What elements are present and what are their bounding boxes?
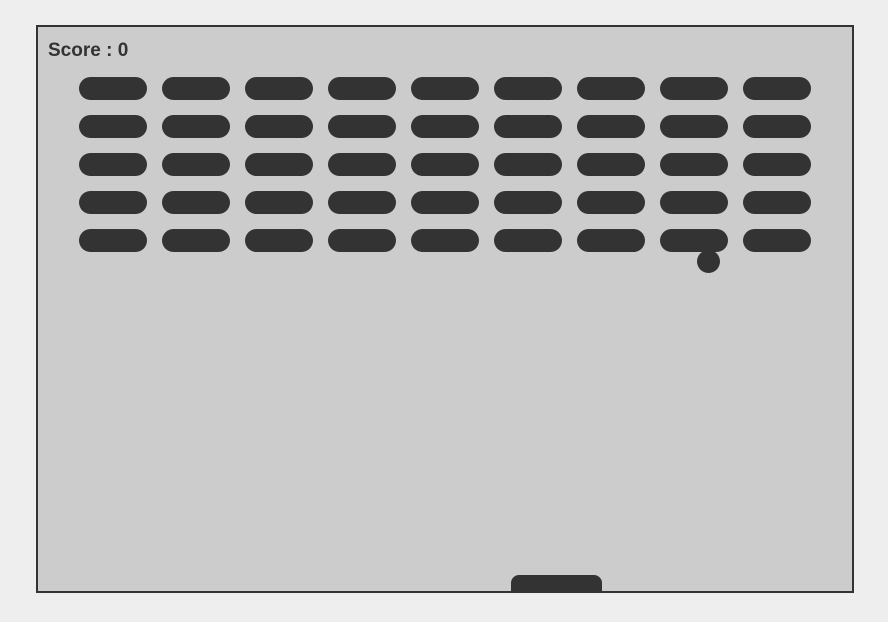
brick [660,115,728,138]
brick [660,153,728,176]
brick [79,191,147,214]
brick [743,115,811,138]
score-value: 0 [117,40,129,61]
brick [411,229,479,252]
brick [79,153,147,176]
score-separator: : [100,40,118,61]
brick-row [79,229,811,252]
brick [162,153,230,176]
brick [743,77,811,100]
brick [411,153,479,176]
brick [494,115,562,138]
brick [162,115,230,138]
brick-row [79,191,811,214]
brick [79,115,147,138]
brick [660,191,728,214]
brick [245,115,313,138]
brick-row [79,153,811,176]
score-label: Score [48,40,101,61]
brick [494,153,562,176]
brick [328,115,396,138]
brick [577,153,645,176]
brick-row [79,115,811,138]
brick [245,77,313,100]
brick-grid [79,77,811,267]
brick-row [79,77,811,100]
brick [162,229,230,252]
brick [660,77,728,100]
brick [411,77,479,100]
brick [328,153,396,176]
brick [660,229,728,252]
brick [411,115,479,138]
game-board[interactable]: Score : 0 [36,25,854,593]
brick [577,229,645,252]
brick [494,77,562,100]
brick [245,229,313,252]
brick [328,191,396,214]
brick [577,115,645,138]
brick [79,229,147,252]
paddle[interactable] [511,575,602,591]
brick [245,191,313,214]
score-display: Score : 0 [48,40,128,62]
brick [743,229,811,252]
brick [328,229,396,252]
brick [577,191,645,214]
brick [411,191,479,214]
ball [697,250,720,273]
brick [743,153,811,176]
brick [577,77,645,100]
brick [494,191,562,214]
brick [245,153,313,176]
brick [162,191,230,214]
brick [162,77,230,100]
brick [494,229,562,252]
brick [79,77,147,100]
brick [328,77,396,100]
brick [743,191,811,214]
